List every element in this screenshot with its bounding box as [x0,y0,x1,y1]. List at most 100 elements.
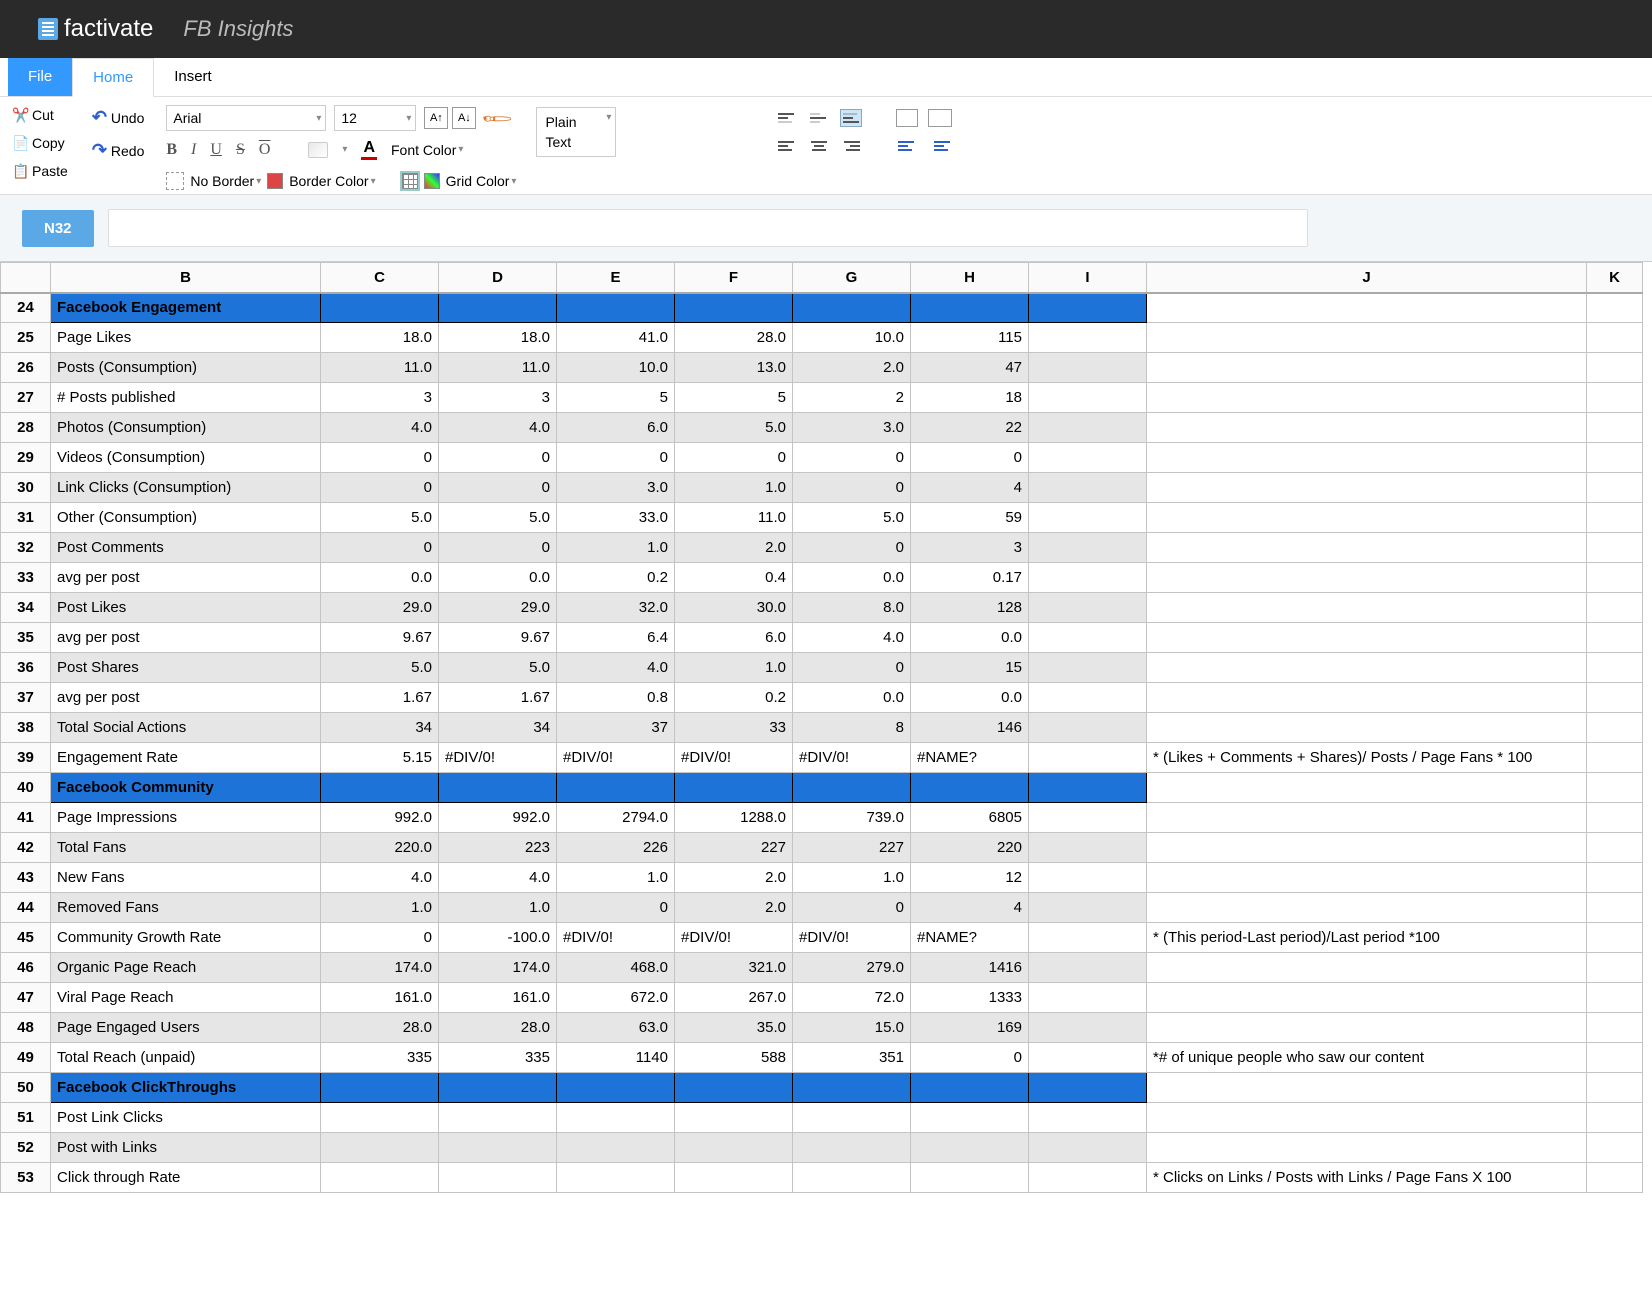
cell-C25[interactable]: 18.0 [321,323,439,353]
cell-K31[interactable] [1587,503,1643,533]
cell-I41[interactable] [1029,803,1147,833]
cell-D31[interactable]: 5.0 [439,503,557,533]
bold-button[interactable]: B [166,141,177,159]
font-family-select[interactable]: Arial [166,105,326,131]
underline-button[interactable]: U [210,141,222,159]
column-header-F[interactable]: F [675,263,793,293]
cell-B47[interactable]: Viral Page Reach [51,983,321,1013]
cell-D51[interactable] [439,1103,557,1133]
cell-G46[interactable]: 279.0 [793,953,911,983]
cell-C51[interactable] [321,1103,439,1133]
row-header-32[interactable]: 32 [1,533,51,563]
cell-D44[interactable]: 1.0 [439,893,557,923]
cell-F52[interactable] [675,1133,793,1163]
cell-J44[interactable] [1147,893,1587,923]
cell-F53[interactable] [675,1163,793,1193]
cell-D47[interactable]: 161.0 [439,983,557,1013]
cell-D45[interactable]: -100.0 [439,923,557,953]
cell-H27[interactable]: 18 [911,383,1029,413]
cell-C39[interactable]: 5.15 [321,743,439,773]
cell-K43[interactable] [1587,863,1643,893]
cell-K41[interactable] [1587,803,1643,833]
cell-J53[interactable]: * Clicks on Links / Posts with Links / P… [1147,1163,1587,1193]
cell-I48[interactable] [1029,1013,1147,1043]
cell-E48[interactable]: 63.0 [557,1013,675,1043]
cell-H42[interactable]: 220 [911,833,1029,863]
cell-D28[interactable]: 4.0 [439,413,557,443]
cell-G37[interactable]: 0.0 [793,683,911,713]
cell-I26[interactable] [1029,353,1147,383]
cell-E34[interactable]: 32.0 [557,593,675,623]
cell-E44[interactable]: 0 [557,893,675,923]
cell-G36[interactable]: 0 [793,653,911,683]
cell-F30[interactable]: 1.0 [675,473,793,503]
cell-G40[interactable] [793,773,911,803]
column-header-G[interactable]: G [793,263,911,293]
cell-E26[interactable]: 10.0 [557,353,675,383]
spreadsheet-grid[interactable]: BCDEFGHIJK 24Facebook Engagement25Page L… [0,262,1652,1193]
cell-J33[interactable] [1147,563,1587,593]
cell-B42[interactable]: Total Fans [51,833,321,863]
cell-J40[interactable] [1147,773,1587,803]
cell-D33[interactable]: 0.0 [439,563,557,593]
cell-D36[interactable]: 5.0 [439,653,557,683]
cell-K26[interactable] [1587,353,1643,383]
row-header-48[interactable]: 48 [1,1013,51,1043]
cell-F50[interactable] [675,1073,793,1103]
border-color-swatch[interactable] [267,173,283,189]
cell-E33[interactable]: 0.2 [557,563,675,593]
overline-button[interactable]: O [259,141,271,159]
border-color-button[interactable]: Border Color▾ [289,173,375,189]
cell-C41[interactable]: 992.0 [321,803,439,833]
cell-E50[interactable] [557,1073,675,1103]
cell-C32[interactable]: 0 [321,533,439,563]
cell-C31[interactable]: 5.0 [321,503,439,533]
cell-I33[interactable] [1029,563,1147,593]
cell-C43[interactable]: 4.0 [321,863,439,893]
row-header-30[interactable]: 30 [1,473,51,503]
cell-B31[interactable]: Other (Consumption) [51,503,321,533]
font-color-button[interactable]: Font Color▾ [391,142,463,158]
cell-H47[interactable]: 1333 [911,983,1029,1013]
cell-G25[interactable]: 10.0 [793,323,911,353]
row-header-33[interactable]: 33 [1,563,51,593]
cell-D34[interactable]: 29.0 [439,593,557,623]
cell-G53[interactable] [793,1163,911,1193]
cell-E38[interactable]: 37 [557,713,675,743]
column-header-I[interactable]: I [1029,263,1147,293]
cell-B44[interactable]: Removed Fans [51,893,321,923]
cell-F31[interactable]: 11.0 [675,503,793,533]
cell-E40[interactable] [557,773,675,803]
cell-H36[interactable]: 15 [911,653,1029,683]
cell-E39[interactable]: #DIV/0! [557,743,675,773]
cell-E30[interactable]: 3.0 [557,473,675,503]
cell-H35[interactable]: 0.0 [911,623,1029,653]
cell-D24[interactable] [439,293,557,323]
cut-button[interactable]: ✂️ Cut [10,105,70,125]
cell-D43[interactable]: 4.0 [439,863,557,893]
cell-H39[interactable]: #NAME? [911,743,1029,773]
cell-F24[interactable] [675,293,793,323]
cell-F37[interactable]: 0.2 [675,683,793,713]
cell-D49[interactable]: 335 [439,1043,557,1073]
grid-color-swatch[interactable] [424,173,440,189]
cell-K51[interactable] [1587,1103,1643,1133]
cell-B41[interactable]: Page Impressions [51,803,321,833]
row-header-38[interactable]: 38 [1,713,51,743]
cell-K49[interactable] [1587,1043,1643,1073]
cell-K50[interactable] [1587,1073,1643,1103]
cell-C50[interactable] [321,1073,439,1103]
cell-K52[interactable] [1587,1133,1643,1163]
cell-G52[interactable] [793,1133,911,1163]
cell-F36[interactable]: 1.0 [675,653,793,683]
cell-F27[interactable]: 5 [675,383,793,413]
cell-C35[interactable]: 9.67 [321,623,439,653]
row-header-44[interactable]: 44 [1,893,51,923]
cell-H48[interactable]: 169 [911,1013,1029,1043]
cell-D42[interactable]: 223 [439,833,557,863]
outdent-button[interactable] [896,137,918,155]
cell-G50[interactable] [793,1073,911,1103]
cell-D50[interactable] [439,1073,557,1103]
cell-G44[interactable]: 0 [793,893,911,923]
halign-center-button[interactable] [808,137,830,155]
